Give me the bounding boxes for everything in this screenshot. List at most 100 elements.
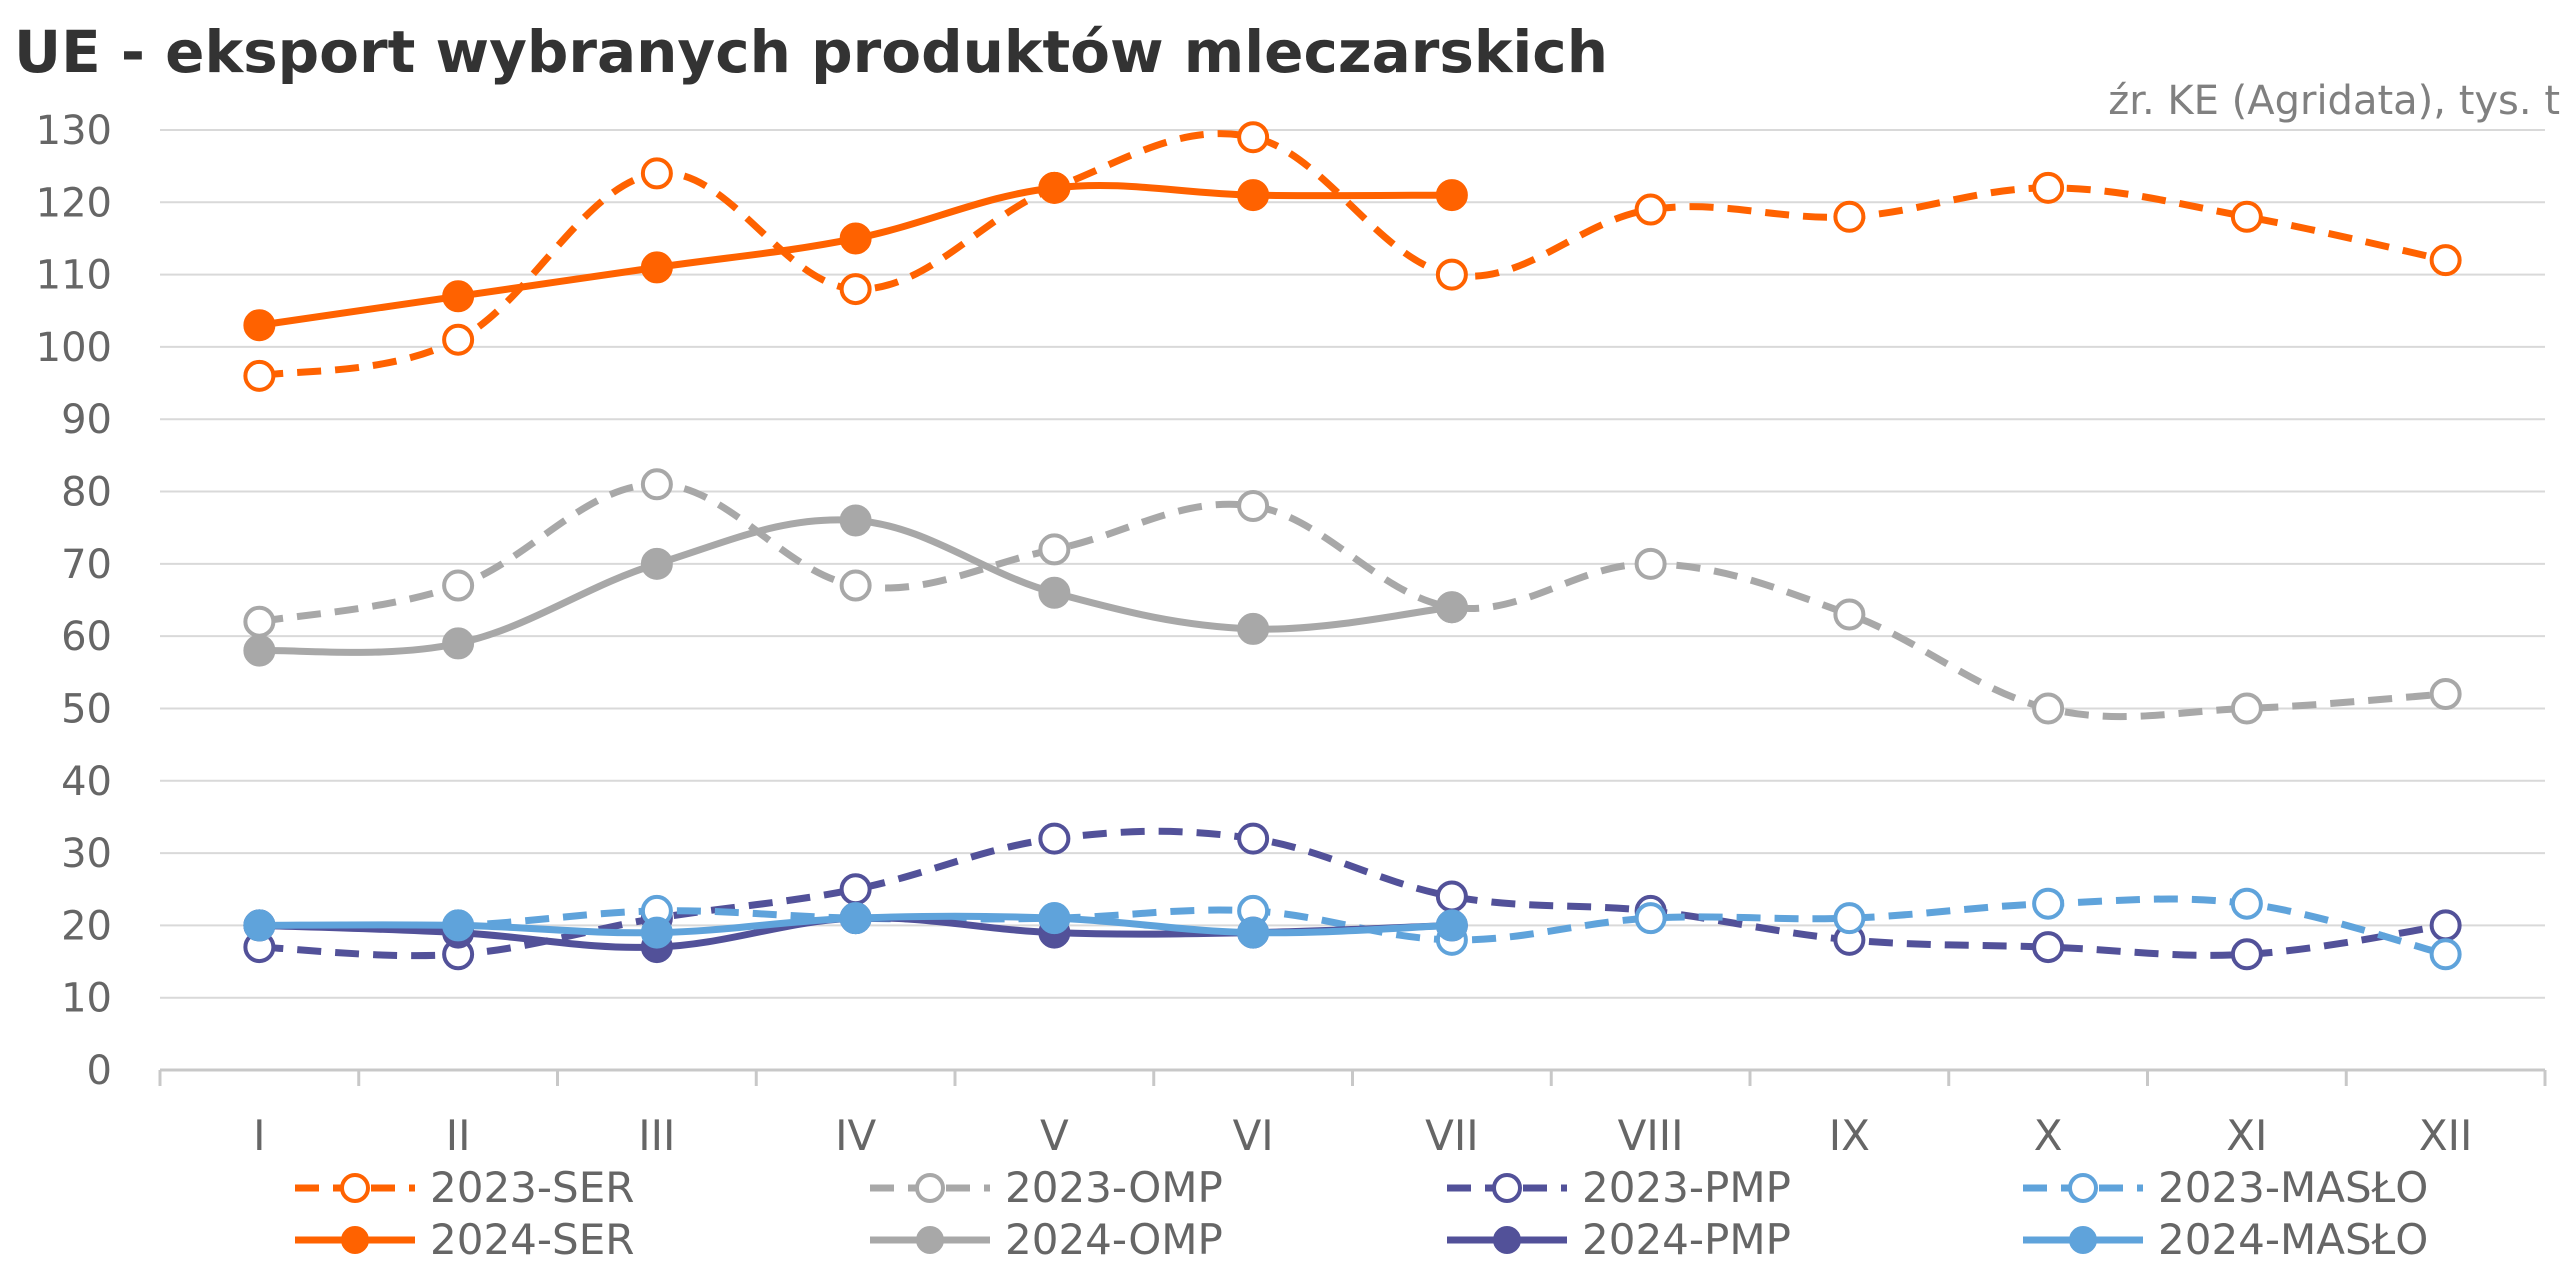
data-point <box>2230 938 2263 971</box>
x-axis: I II III IV V VI VII VIII IX X XI XII <box>158 1068 2547 1160</box>
data-point <box>1634 902 1667 935</box>
legend-marker <box>1493 1226 1521 1254</box>
data-point <box>243 909 276 942</box>
legend-marker <box>340 1173 370 1203</box>
legend-item: 2023-OMP <box>870 1163 1223 1212</box>
legend-marker <box>915 1173 945 1203</box>
gridlines <box>160 129 2545 999</box>
data-point <box>1833 902 1866 935</box>
legend-item: 2024-SER <box>295 1215 634 1264</box>
legend-item: 2024-OMP <box>870 1215 1223 1264</box>
x-tick-label: I <box>253 1111 265 1160</box>
series-2024-ser <box>243 171 1468 342</box>
legend-item: 2023-PMP <box>1447 1163 1791 1212</box>
series-line <box>258 130 2447 380</box>
y-tick-label: 70 <box>61 542 112 588</box>
legend-label: 2024-SER <box>430 1215 634 1264</box>
data-point <box>1038 822 1071 855</box>
data-point <box>1634 547 1667 580</box>
data-point <box>1833 200 1866 233</box>
x-tick-label: VII <box>1425 1111 1479 1160</box>
data-point <box>1237 822 1270 855</box>
y-tick-label: 60 <box>61 614 112 660</box>
y-tick-label: 130 <box>36 108 112 154</box>
series-group <box>243 121 2462 971</box>
data-point <box>2230 200 2263 233</box>
legend-marker <box>916 1226 944 1254</box>
y-tick-label: 10 <box>61 976 112 1022</box>
data-point <box>839 569 872 602</box>
data-point <box>1634 193 1667 226</box>
data-point <box>2230 887 2263 920</box>
x-tick-label: IX <box>1829 1111 1870 1160</box>
legend-marker <box>2068 1173 2098 1203</box>
legend-marker <box>1492 1173 1522 1203</box>
data-point <box>442 909 475 942</box>
legend-label: 2023-MASŁO <box>2158 1163 2428 1212</box>
data-point <box>442 280 475 313</box>
data-point <box>243 605 276 638</box>
y-tick-label: 100 <box>36 325 112 371</box>
x-tick-label: V <box>1040 1111 1069 1160</box>
data-point <box>2230 692 2263 725</box>
x-tick-label: XII <box>2419 1111 2473 1160</box>
data-point <box>1833 598 1866 631</box>
data-point <box>839 902 872 935</box>
legend-label: 2024-MASŁO <box>2158 1215 2428 1264</box>
y-tick-label: 110 <box>36 253 112 299</box>
legend: 2023-SER 2023-OMP 2023-PMP 2023-MASŁO 2024-S… <box>295 1163 2428 1264</box>
data-point <box>1038 902 1071 935</box>
data-point <box>839 504 872 537</box>
legend-marker <box>341 1226 369 1254</box>
data-point <box>1038 533 1071 566</box>
y-tick-label: 90 <box>61 397 112 443</box>
data-point <box>839 873 872 906</box>
data-point <box>1435 258 1468 291</box>
data-point <box>1237 916 1270 949</box>
data-point <box>839 222 872 255</box>
data-point <box>1435 591 1468 624</box>
y-tick-label: 120 <box>36 180 112 226</box>
data-point <box>640 916 673 949</box>
data-point <box>442 569 475 602</box>
x-tick-label: X <box>2034 1111 2063 1160</box>
legend-marker <box>2069 1226 2097 1254</box>
legend-item: 2024-MASŁO <box>2023 1215 2428 1264</box>
legend-label: 2023-SER <box>430 1163 634 1212</box>
chart-source: źr. KE (Agridata), tys. t <box>2108 78 2560 124</box>
data-point <box>640 547 673 580</box>
legend-label: 2024-OMP <box>1005 1215 1223 1264</box>
y-tick-label: 0 <box>87 1048 112 1094</box>
y-tick-label: 30 <box>61 831 112 877</box>
y-tick-label: 50 <box>61 686 112 732</box>
data-point <box>1038 171 1071 204</box>
series-2024-masło <box>243 902 1468 949</box>
data-point <box>442 627 475 660</box>
legend-item: 2024-PMP <box>1447 1215 1791 1264</box>
series-2023-ser <box>243 121 2462 392</box>
series-2024-omp <box>243 504 1468 667</box>
data-point <box>243 309 276 342</box>
data-point <box>1435 880 1468 913</box>
legend-label: 2023-PMP <box>1582 1163 1791 1212</box>
data-point <box>2429 909 2462 942</box>
x-tick-label: XI <box>2226 1111 2267 1160</box>
y-axis: 0 10 20 30 40 50 60 70 80 90 100 110 120 130 <box>36 108 112 1094</box>
data-point <box>2032 171 2065 204</box>
legend-item: 2023-SER <box>295 1163 634 1212</box>
data-point <box>2032 692 2065 725</box>
data-point <box>1237 179 1270 212</box>
data-point <box>1435 179 1468 212</box>
data-point <box>243 359 276 392</box>
y-tick-label: 20 <box>61 903 112 949</box>
data-point <box>442 323 475 356</box>
data-point <box>1038 576 1071 609</box>
data-point <box>2429 244 2462 277</box>
data-point <box>839 273 872 306</box>
data-point <box>1237 490 1270 522</box>
x-tick-label: III <box>638 1111 675 1160</box>
x-tick-label: VIII <box>1618 1111 1684 1160</box>
data-point <box>2032 931 2065 964</box>
data-point <box>1237 121 1270 154</box>
series-line <box>259 827 2447 960</box>
